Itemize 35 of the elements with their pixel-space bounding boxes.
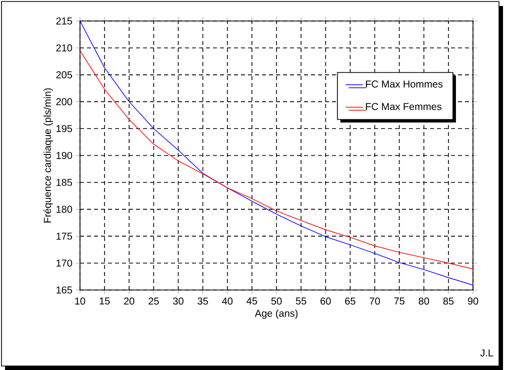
- y-tick-label: 215: [56, 17, 72, 25]
- x-tick-label: 65: [345, 298, 356, 305]
- y-tick-label: 185: [56, 178, 72, 186]
- x-tick-label: 15: [100, 298, 110, 305]
- x-tick-label: 75: [394, 298, 404, 305]
- line-series: [80, 21, 473, 286]
- x-tick-label: 30: [173, 298, 184, 305]
- y-tick-label: 175: [56, 232, 72, 240]
- x-tick-label: 20: [124, 298, 134, 305]
- y-tick-label: 170: [56, 260, 72, 267]
- y-tick-label: 165: [56, 286, 72, 294]
- line-series: [80, 50, 473, 270]
- y-tick-label: 190: [56, 152, 72, 160]
- legend-label: FC Max Femmes: [366, 102, 442, 110]
- legend-label: FC Max Hommes: [366, 80, 443, 88]
- x-tick-label: 50: [271, 298, 282, 305]
- x-axis-title: Age (ans): [254, 309, 298, 319]
- x-tick-label: 40: [222, 298, 233, 305]
- y-tick-label: 205: [56, 71, 72, 78]
- x-tick-label: 90: [468, 298, 478, 305]
- y-tick-label: 195: [56, 125, 72, 132]
- x-tick-label: 10: [75, 298, 86, 305]
- x-tick-label: 80: [418, 298, 430, 305]
- y-tick-label: 180: [56, 206, 72, 213]
- x-tick-label: 25: [148, 298, 159, 305]
- x-tick-label: 60: [320, 298, 331, 305]
- y-tick-label: 200: [56, 98, 72, 106]
- y-axis-title: Fréquence cardiaque (pls/min): [43, 88, 53, 222]
- text: J.L: [480, 349, 494, 356]
- x-tick-label: 55: [296, 298, 306, 305]
- x-tick-label: 35: [198, 298, 208, 305]
- y-tick-label: 210: [56, 44, 72, 52]
- x-tick-label: 85: [443, 298, 454, 305]
- x-tick-label: 70: [370, 298, 380, 305]
- x-tick-label: 45: [246, 298, 258, 305]
